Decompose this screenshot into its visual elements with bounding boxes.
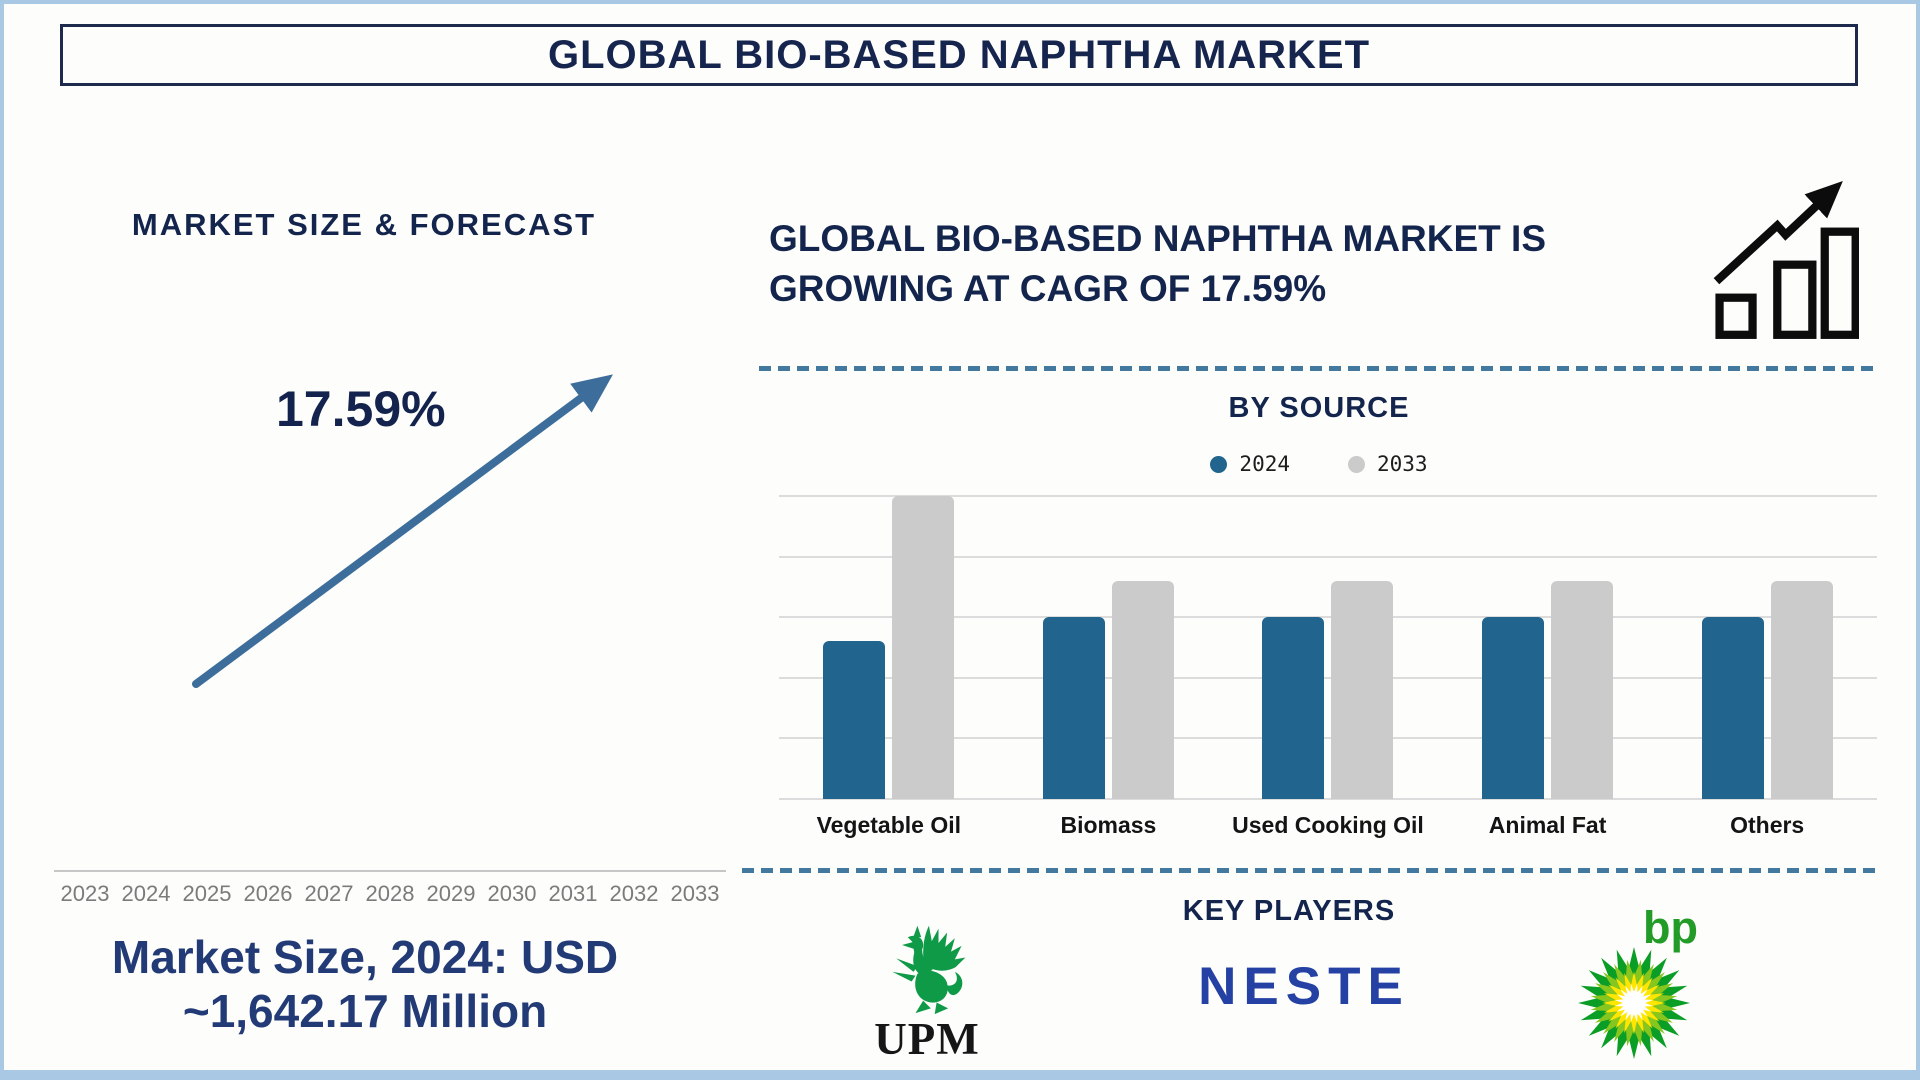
source-category-label: Biomass: [1060, 812, 1157, 838]
gridline: [779, 798, 1877, 800]
by-source-heading: BY SOURCE: [1228, 392, 1410, 424]
source-bar-2033-vegetable-oil: [892, 496, 955, 799]
source-bar-group: [1657, 496, 1877, 799]
forecast-year-label-2023: 2023: [60, 881, 110, 906]
gridline: [779, 676, 1877, 679]
forecast-year-label-2024: 2024: [121, 881, 171, 906]
market-size-line2: ~1,642.17 Million: [182, 985, 548, 1038]
source-bar-2033-biomass: [1111, 580, 1174, 799]
source-bar-2024-vegetable-oil: [823, 641, 886, 799]
gridline: [779, 737, 1877, 740]
neste-logo: NESTE: [1154, 956, 1454, 1017]
market-size-line1: Market Size, 2024: USD: [111, 931, 619, 983]
legend-label-2024: 2024: [1239, 452, 1290, 476]
forecast-year-label-2029: 2029: [426, 881, 476, 906]
forecast-year-label-2026: 2026: [243, 881, 293, 906]
helios-center: [1622, 991, 1646, 1015]
source-bar-2024-others: [1701, 617, 1764, 799]
market-size-callout: Market Size, 2024: USD ~1,642.17 Million: [40, 930, 690, 1039]
dashed-divider-top: [759, 366, 1879, 371]
by-source-chart: [779, 495, 1877, 800]
forecast-year-label-2028: 2028: [365, 881, 415, 906]
key-players-heading: KEY PLAYERS: [1182, 895, 1396, 927]
cagr-value-label: 17.59%: [276, 381, 446, 437]
source-chart-legend: 2024 2033: [759, 452, 1879, 476]
forecast-chart-bars: [54, 402, 726, 872]
source-bar-2033-used-cooking-oil: [1331, 580, 1394, 799]
source-chart-bars: [779, 496, 1877, 799]
neste-wordmark: NESTE: [1198, 957, 1410, 1016]
source-bar-2033-others: [1770, 580, 1833, 799]
forecast-year-label-2032: 2032: [609, 881, 659, 906]
page-title: GLOBAL BIO-BASED NAPHTHA MARKET: [547, 32, 1371, 77]
source-category-label: Others: [1730, 812, 1805, 838]
forecast-year-label-2027: 2027: [304, 881, 354, 906]
source-bar-2024-biomass: [1042, 617, 1105, 799]
source-bar-group: [999, 496, 1219, 799]
source-bar-group: [779, 496, 999, 799]
legend-dot-2033: [1348, 455, 1365, 473]
source-category-label: Used Cooking Oil: [1232, 812, 1424, 838]
legend-item-2033: 2033: [1348, 452, 1428, 476]
forecast-year-label-2025: 2025: [182, 881, 232, 906]
bp-logo: bp: [1577, 902, 1757, 1070]
gridline: [779, 495, 1877, 497]
forecast-year-label-2033: 2033: [670, 881, 720, 906]
bp-wordmark: bp: [1643, 902, 1698, 953]
forecast-chart-year-labels: 2023 2024 2025 2026 2027 2028 2029 2030 2031 2032…: [54, 881, 726, 907]
source-bar-group: [1438, 496, 1658, 799]
source-bar-group: [1218, 496, 1438, 799]
forecast-chart: 2023 2024 2025 2026 2027 2028 2029 2030 2031 2032…: [54, 402, 726, 907]
forecast-chart-title: MARKET SIZE & FORECAST: [131, 207, 597, 242]
forecast-year-label-2031: 2031: [548, 881, 598, 906]
growth-chart-icon: [1713, 181, 1859, 339]
upm-wordmark: UPM: [874, 1014, 980, 1064]
gridline: [779, 616, 1877, 619]
bp-helios-icon: [1578, 947, 1690, 1059]
source-bar-2024-animal-fat: [1482, 617, 1545, 799]
source-bar-2033-animal-fat: [1551, 580, 1614, 799]
source-chart-category-labels: Vegetable Oil Biomass Used Cooking Oil Anim…: [779, 812, 1877, 839]
legend-label-2033: 2033: [1377, 452, 1428, 476]
source-bar-2024-used-cooking-oil: [1262, 617, 1325, 799]
forecast-year-label-2030: 2030: [487, 881, 537, 906]
dashed-divider-bottom: [742, 868, 1879, 873]
gridline: [779, 555, 1877, 558]
legend-dot-2024: [1210, 455, 1228, 473]
source-category-label: Animal Fat: [1488, 812, 1607, 838]
legend-item-2024: 2024: [1210, 452, 1290, 476]
upm-griffin-icon: [892, 925, 966, 1015]
cagr-headline: GLOBAL BIO-BASED NAPHTHA MARKET IS GROWI…: [769, 218, 1546, 309]
source-category-label: Vegetable Oil: [816, 812, 962, 838]
upm-logo: UPM: [862, 920, 992, 1065]
title-box: GLOBAL BIO-BASED NAPHTHA MARKET: [60, 24, 1858, 86]
